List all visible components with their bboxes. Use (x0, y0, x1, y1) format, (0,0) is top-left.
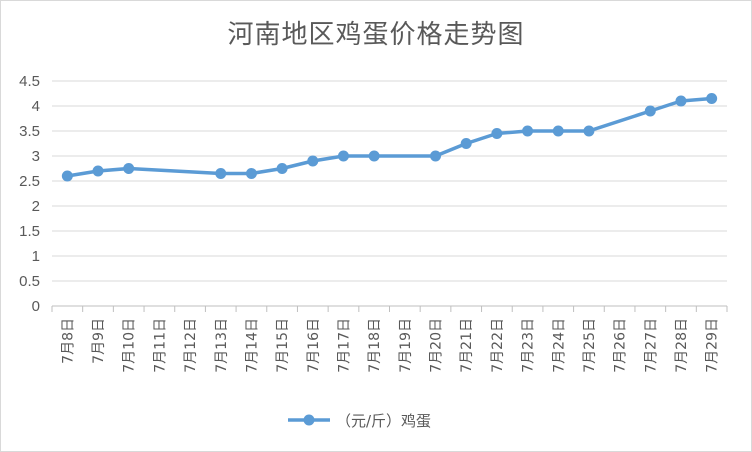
x-tick-label: 7月21日 (459, 318, 475, 373)
data-point (92, 165, 104, 177)
legend-marker (303, 414, 315, 426)
data-point (276, 163, 288, 174)
x-tick-label: 7月26日 (613, 318, 629, 373)
x-tick-label: 7月29日 (705, 318, 721, 373)
x-tick-label: 7月24日 (551, 318, 567, 373)
data-point (644, 105, 656, 117)
y-tick-label: 0.5 (19, 273, 40, 290)
x-tick-label: 7月27日 (643, 318, 659, 373)
data-point (552, 125, 564, 137)
data-point (307, 155, 319, 167)
data-point (706, 93, 718, 104)
x-tick-label: 7月12日 (183, 318, 199, 373)
data-point (675, 95, 687, 107)
data-point (368, 150, 380, 162)
data-point (61, 170, 73, 182)
x-tick-label: 7月8日 (60, 318, 76, 364)
data-point (460, 138, 472, 149)
data-point (337, 150, 349, 162)
y-tick-label: 3.5 (19, 123, 40, 140)
data-point (123, 163, 135, 174)
x-tick-label: 7月18日 (367, 318, 383, 373)
chart-title: 河南地区鸡蛋价格走势图 (227, 20, 525, 50)
y-tick-label: 3 (32, 148, 40, 165)
x-tick-label: 7月17日 (336, 318, 352, 373)
x-tick-label: 7月28日 (674, 318, 690, 373)
y-tick-label: 1 (32, 248, 40, 265)
data-point (430, 150, 442, 162)
x-tick-label: 7月19日 (398, 318, 414, 373)
data-point (522, 125, 534, 137)
data-point (215, 168, 227, 179)
x-tick-label: 7月25日 (582, 318, 598, 373)
x-tick-label: 7月10日 (122, 318, 138, 373)
legend-label: （元/斤）鸡蛋 (336, 412, 431, 430)
y-tick-label: 4 (32, 98, 40, 115)
data-point (245, 168, 257, 179)
x-tick-label: 7月15日 (275, 318, 291, 373)
series-line (67, 96, 712, 178)
x-tick-label: 7月9日 (91, 318, 107, 364)
data-point (491, 128, 503, 139)
x-tick-label: 7月11日 (152, 318, 168, 373)
x-tick-label: 7月20日 (429, 318, 445, 373)
x-tick-label: 7月23日 (521, 318, 537, 373)
y-tick-label: 1.5 (19, 223, 40, 240)
x-tick-label: 7月13日 (214, 318, 230, 373)
y-tick-label: 0 (32, 298, 40, 315)
data-point (583, 125, 595, 137)
x-tick-label: 7月16日 (306, 318, 322, 373)
y-tick-label: 2.5 (19, 173, 40, 190)
x-tick-label: 7月22日 (490, 318, 506, 373)
y-tick-label: 2 (32, 198, 40, 215)
x-tick-label: 7月14日 (244, 318, 260, 373)
y-tick-label: 4.5 (19, 73, 40, 90)
